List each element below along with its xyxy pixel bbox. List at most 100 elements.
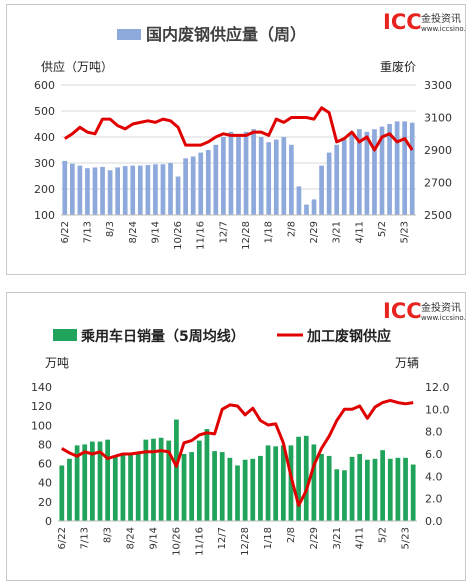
- bar: [319, 454, 324, 521]
- x-tick-label: 3/21: [332, 527, 343, 549]
- bar: [387, 124, 392, 215]
- bar: [221, 137, 226, 215]
- x-tick-label: 10/26: [171, 527, 182, 556]
- bar: [145, 165, 151, 215]
- bar: [205, 150, 211, 215]
- icc-logo-2: ICC 金投资讯 www.iccsino.com: [383, 299, 465, 323]
- bar: [181, 454, 187, 521]
- left-axis-label: 万吨: [45, 356, 69, 370]
- bar: [198, 152, 204, 215]
- x-tick-label: 8/24: [126, 527, 137, 549]
- x-tick-label: 4/11: [355, 527, 366, 549]
- bar: [190, 156, 196, 215]
- x-axis-ticks: 6/22 7/13 8/3 8/24 9/14 10/26 11/16 12/7 12/28 1/…: [60, 221, 411, 250]
- bar: [319, 165, 324, 215]
- left-axis-label: 供应（万吨）: [41, 59, 113, 74]
- right-tick-label: 2.0: [425, 493, 443, 506]
- left-tick-label: 120: [31, 400, 52, 413]
- bar: [357, 129, 362, 215]
- x-tick-label: 12/7: [218, 221, 229, 243]
- bar: [235, 465, 240, 521]
- sales-bars: [59, 419, 416, 521]
- legend-label-supply: 加工废钢供应: [306, 328, 391, 345]
- bar: [311, 199, 317, 215]
- bar: [273, 446, 279, 521]
- bar: [296, 436, 301, 521]
- left-tick-label: 200: [34, 183, 55, 196]
- x-tick-label: 2/29: [309, 221, 320, 243]
- left-axis-ticks: 100 200 300 400 500 600: [34, 79, 55, 222]
- x-tick-label: 4/11: [354, 221, 365, 243]
- bar: [334, 144, 340, 215]
- right-tick-label: 3300: [424, 79, 452, 92]
- x-tick-label: 7/13: [82, 221, 93, 243]
- bar: [97, 441, 103, 521]
- bar: [151, 438, 156, 521]
- right-tick-label: 3100: [424, 112, 452, 125]
- bar: [196, 440, 202, 521]
- right-tick-label: 2500: [424, 209, 452, 222]
- bar: [251, 129, 256, 215]
- bar: [394, 121, 400, 215]
- x-tick-label: 1/18: [263, 527, 274, 549]
- right-axis-ticks: 0.0 2.0 4.0 6.0 8.0 10.0 12.0: [425, 381, 450, 528]
- bar: [183, 158, 188, 215]
- bar: [364, 459, 370, 521]
- bar: [280, 445, 286, 521]
- sales-chart-panel: ICC 金投资讯 www.iccsino.com 乘用车日销量（5周均线） 加工…: [6, 292, 466, 581]
- bar: [341, 139, 347, 215]
- bar: [107, 170, 113, 215]
- bar: [219, 452, 225, 521]
- bar: [387, 458, 393, 521]
- bar: [372, 129, 377, 215]
- logo-url: www.iccsino.com: [421, 314, 465, 322]
- bar: [122, 166, 128, 215]
- bar: [92, 167, 98, 215]
- bar: [90, 441, 95, 521]
- x-tick-label: 7/13: [80, 527, 91, 549]
- x-tick-label: 9/14: [148, 527, 159, 549]
- supply-chart: ICC 金投资讯 www.iccsino.com 国内废钢供应量（周） 供应（万…: [34, 10, 465, 250]
- x-tick-label: 6/22: [60, 221, 71, 243]
- right-tick-label: 6.0: [425, 448, 443, 461]
- bar: [402, 121, 408, 215]
- x-tick-label: 9/14: [150, 221, 161, 243]
- supply-chart-panel: ICC 金投资讯 www.iccsino.com 国内废钢供应量（周） 供应（万…: [6, 4, 466, 275]
- logo-mark: ICC: [383, 299, 422, 323]
- bar: [82, 444, 88, 521]
- logo-name: 金投资讯: [421, 301, 461, 314]
- bar: [410, 464, 416, 521]
- left-tick-label: 140: [31, 381, 52, 394]
- bar: [303, 435, 309, 521]
- bar: [74, 445, 80, 521]
- x-tick-label: 12/28: [240, 527, 251, 556]
- x-tick-label: 11/16: [196, 221, 207, 250]
- bar: [85, 168, 90, 215]
- bar: [160, 164, 166, 215]
- right-tick-label: 10.0: [425, 403, 450, 416]
- x-tick-label: 2/29: [309, 527, 320, 549]
- bar: [273, 139, 279, 215]
- bar: [105, 439, 111, 521]
- supply-line: [61, 398, 414, 507]
- x-axis-ticks: 6/22 7/13 8/3 8/24 9/14 10/26 11/16 12/7 12/28 1/…: [57, 527, 412, 556]
- left-tick-label: 100: [34, 209, 55, 222]
- bar: [372, 458, 378, 521]
- bar: [77, 165, 83, 215]
- x-tick-label: 5/23: [401, 527, 412, 549]
- logo-name: 金投资讯: [421, 12, 461, 25]
- bar: [100, 166, 105, 215]
- x-tick-label: 8/24: [128, 221, 139, 243]
- bar: [128, 454, 133, 521]
- bar: [349, 131, 355, 215]
- bar: [288, 445, 294, 521]
- left-tick-label: 600: [34, 79, 55, 92]
- x-tick-label: 5/2: [377, 221, 388, 237]
- bar: [281, 137, 287, 215]
- left-tick-label: 400: [34, 131, 55, 144]
- legend-swatch-bar: [53, 329, 77, 341]
- right-tick-label: 2700: [424, 177, 452, 190]
- x-tick-label: 12/28: [241, 221, 252, 250]
- bar: [289, 144, 294, 215]
- bar: [380, 450, 385, 521]
